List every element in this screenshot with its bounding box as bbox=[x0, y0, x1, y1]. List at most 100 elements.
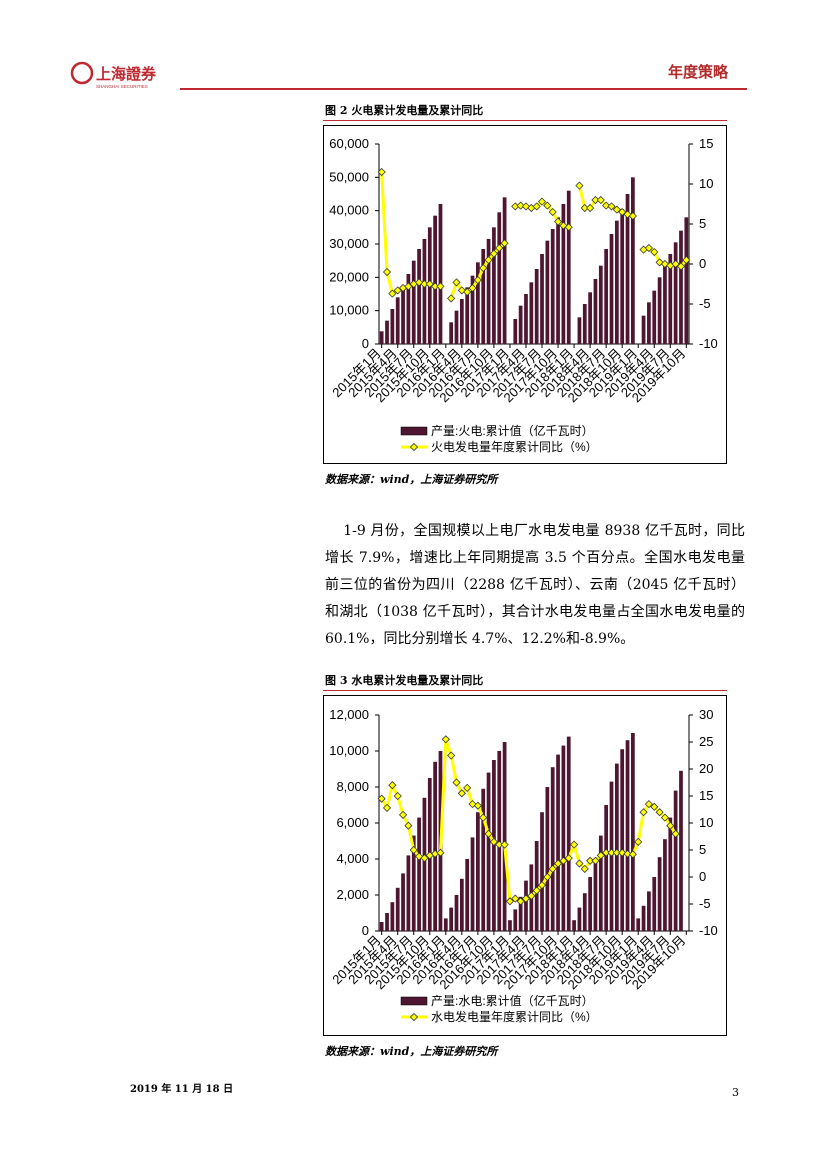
logo-subtext: SHANGHAI SECURITIES bbox=[96, 84, 148, 89]
bar bbox=[588, 292, 592, 344]
marker bbox=[537, 197, 547, 206]
y-tick-label: 60,000 bbox=[329, 136, 369, 151]
y2-tick-label: 15 bbox=[699, 136, 713, 151]
marker bbox=[628, 211, 637, 221]
legend-swatch bbox=[409, 442, 419, 452]
bar bbox=[449, 907, 454, 931]
bar bbox=[385, 913, 389, 931]
legend-swatch bbox=[409, 1012, 419, 1022]
marker bbox=[447, 294, 456, 303]
marker bbox=[404, 282, 413, 291]
bar bbox=[502, 742, 507, 931]
bar bbox=[673, 790, 678, 931]
marker bbox=[644, 800, 653, 809]
bar bbox=[433, 215, 437, 344]
y-tick-label: 0 bbox=[362, 923, 369, 938]
bar bbox=[513, 319, 518, 344]
marker bbox=[644, 243, 653, 253]
marker bbox=[441, 735, 450, 744]
marker bbox=[650, 802, 659, 811]
marker bbox=[447, 751, 456, 760]
bar bbox=[534, 269, 539, 344]
marker bbox=[516, 897, 525, 906]
bar bbox=[454, 310, 459, 344]
bar bbox=[497, 212, 502, 344]
marker bbox=[463, 287, 472, 297]
y-tick-label: 0 bbox=[362, 336, 369, 351]
marker bbox=[559, 856, 568, 865]
marker bbox=[607, 202, 616, 211]
marker bbox=[580, 203, 589, 213]
marker bbox=[570, 840, 579, 849]
chart: 0 10,000 20,000 30,000 40,000 50,000 60,000 -10… bbox=[323, 125, 727, 464]
y2-tick-label: 30 bbox=[699, 707, 713, 722]
line bbox=[380, 171, 688, 299]
marker bbox=[404, 821, 413, 830]
marker bbox=[521, 202, 531, 211]
bar bbox=[502, 197, 507, 344]
y-tick-label: 2,000 bbox=[336, 887, 369, 902]
y2-tick-label: 0 bbox=[699, 869, 706, 884]
bar bbox=[647, 891, 651, 931]
bar bbox=[550, 229, 555, 344]
bar bbox=[417, 817, 421, 931]
y2-tick-label: 5 bbox=[699, 216, 706, 231]
bar bbox=[524, 880, 528, 931]
marker bbox=[532, 202, 541, 211]
marker bbox=[388, 289, 397, 298]
marker bbox=[436, 848, 445, 857]
marker bbox=[393, 286, 402, 295]
marker bbox=[676, 262, 686, 271]
bar bbox=[593, 279, 598, 344]
y2-tick-label: 0 bbox=[699, 256, 706, 271]
marker bbox=[586, 856, 595, 865]
marker bbox=[575, 181, 584, 190]
legend-label: 产量:火电:累计值（亿千瓦时） bbox=[431, 423, 594, 438]
legend-label: 水电发电量年度累计同比（%） bbox=[431, 1009, 598, 1024]
bar bbox=[545, 240, 550, 344]
bar bbox=[561, 204, 566, 344]
marker bbox=[516, 201, 525, 210]
bar bbox=[481, 788, 486, 931]
header-rule bbox=[180, 88, 747, 90]
marker bbox=[666, 821, 675, 830]
bar bbox=[390, 902, 395, 931]
marker bbox=[591, 856, 600, 865]
y-tick-label: 30,000 bbox=[329, 236, 369, 251]
marker bbox=[457, 286, 466, 295]
marker bbox=[650, 247, 659, 257]
marker bbox=[564, 854, 573, 863]
page-number: 3 bbox=[732, 1086, 739, 1099]
bar bbox=[470, 275, 475, 344]
y2-tick-label: -5 bbox=[699, 296, 711, 311]
bar bbox=[459, 878, 464, 931]
y-tick-label: 6,000 bbox=[336, 815, 369, 830]
marker bbox=[618, 207, 627, 217]
bar bbox=[593, 859, 598, 931]
marker bbox=[564, 223, 573, 232]
bar bbox=[540, 812, 544, 931]
bar bbox=[465, 859, 470, 931]
marker bbox=[612, 848, 621, 857]
marker bbox=[382, 803, 392, 812]
bar bbox=[411, 835, 416, 931]
bar bbox=[524, 294, 528, 344]
marker bbox=[452, 278, 461, 287]
bar bbox=[556, 754, 560, 931]
bar bbox=[668, 254, 673, 344]
bar bbox=[577, 907, 582, 931]
logo: 上海證券 SHANGHAI SECURITIES bbox=[70, 61, 157, 89]
marker bbox=[548, 207, 557, 217]
marker bbox=[559, 221, 568, 230]
marker bbox=[612, 205, 621, 214]
bar bbox=[395, 297, 400, 344]
bar bbox=[443, 918, 448, 931]
marker bbox=[596, 195, 605, 205]
bar bbox=[620, 209, 625, 344]
bar bbox=[481, 249, 486, 344]
bar bbox=[673, 242, 678, 344]
marker bbox=[553, 217, 563, 226]
bar bbox=[540, 254, 544, 344]
marker bbox=[382, 267, 392, 277]
